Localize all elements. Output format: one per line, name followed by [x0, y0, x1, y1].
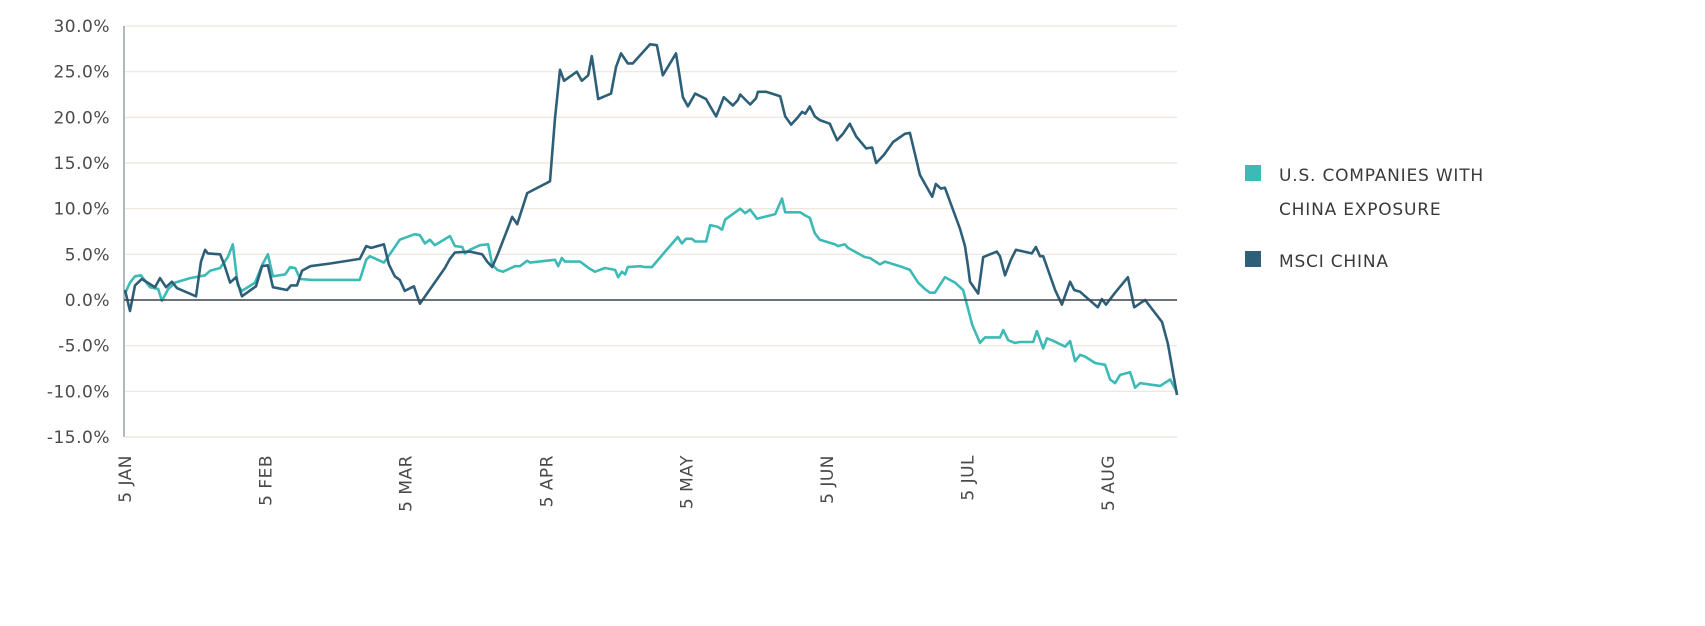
legend: U.S. COMPANIES WITH CHINA EXPOSURE MSCI CH…	[1245, 165, 1484, 272]
legend-swatch	[1245, 165, 1261, 181]
x-tick-label: 5 MAY	[677, 455, 697, 509]
x-tick-label: 5 AUG	[1099, 455, 1119, 511]
y-tick-label: 5.0%	[65, 245, 110, 265]
series-line-0	[123, 197, 1179, 393]
x-tick-label: 5 JUL	[959, 455, 979, 501]
x-tick-label: 5 APR	[537, 455, 557, 507]
y-tick-label: 30.0%	[53, 17, 110, 37]
y-axis-ticks: 30.0% 25.0% 20.0% 15.0% 10.0% 5.0% 0.0% -5.0% -1…	[47, 17, 110, 448]
x-tick-label: 5 FEB	[257, 455, 277, 506]
y-tick-label: 0.0%	[65, 291, 110, 311]
legend-label: MSCI CHINA	[1279, 252, 1389, 272]
y-tick-label: -5.0%	[58, 337, 110, 357]
legend-item-0: U.S. COMPANIES WITH CHINA EXPOSURE	[1245, 165, 1484, 220]
y-tick-label: 15.0%	[53, 154, 110, 174]
gridlines	[125, 25, 1177, 438]
y-tick-label: 10.0%	[53, 200, 110, 220]
y-tick-label: 20.0%	[53, 108, 110, 128]
series-lines	[123, 43, 1179, 396]
x-tick-label: 5 JAN	[116, 455, 136, 503]
y-tick-label: 25.0%	[53, 63, 110, 83]
x-tick-label: 5 MAR	[397, 455, 417, 512]
legend-label: CHINA EXPOSURE	[1279, 200, 1441, 220]
y-tick-label: -10.0%	[47, 382, 110, 402]
x-axis-ticks: 5 JAN 5 FEB 5 MAR 5 APR 5 MAY 5 JUN 5 JUL 5 AUG	[116, 455, 1119, 512]
x-tick-label: 5 JUN	[818, 455, 838, 504]
legend-label: U.S. COMPANIES WITH	[1279, 166, 1484, 186]
y-tick-label: -15.0%	[47, 428, 110, 448]
legend-swatch	[1245, 251, 1261, 267]
legend-item-1: MSCI CHINA	[1245, 251, 1389, 272]
series-line-1	[123, 43, 1179, 396]
